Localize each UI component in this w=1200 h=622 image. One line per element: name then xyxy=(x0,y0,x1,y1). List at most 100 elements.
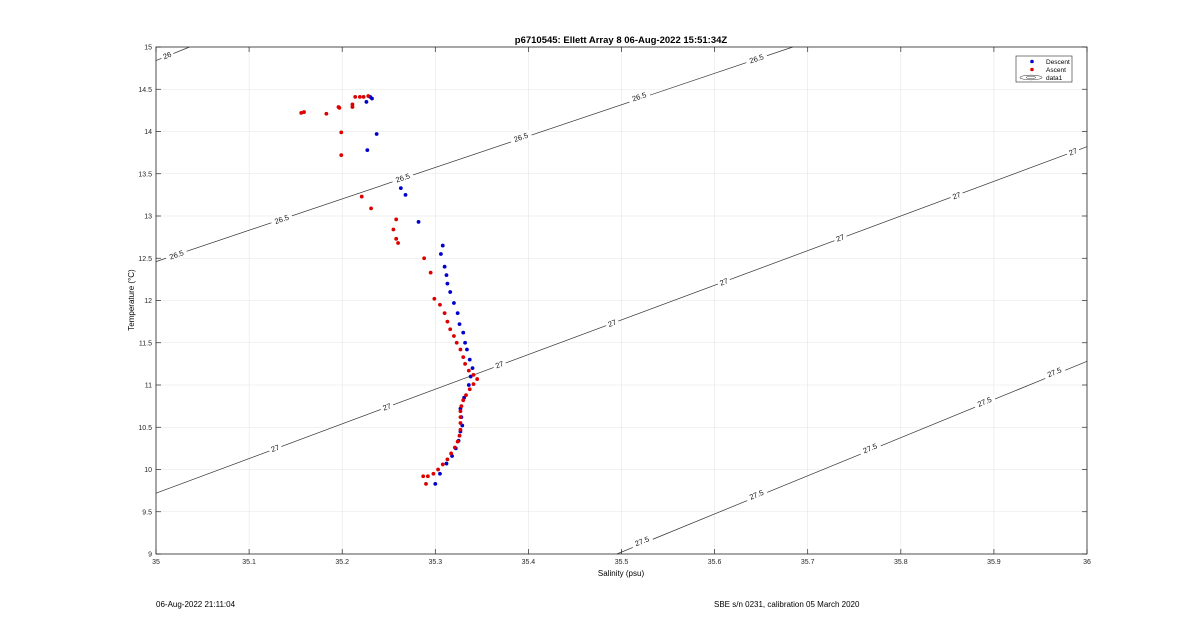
descent-point xyxy=(364,100,369,104)
x-tick-label: 35.6 xyxy=(708,559,722,566)
ascent-point xyxy=(457,433,462,438)
contour-label: 27 xyxy=(491,358,508,372)
ascent-point xyxy=(442,311,447,316)
contour-label-text: 26.5 xyxy=(168,248,185,261)
contour-label-text: 27 xyxy=(494,359,505,370)
contour-label-text: 26 xyxy=(162,50,173,61)
series-ascent xyxy=(299,94,480,486)
ascent-point xyxy=(436,467,440,472)
ascent-point xyxy=(394,217,399,222)
ascent-point xyxy=(448,327,453,332)
y-tick-label: 12 xyxy=(144,298,152,305)
descent-point xyxy=(457,322,462,327)
axis-ticks: 35 35.1 35.2 35.3 35.4 35.5 35.6 35.7 35.8 35.9 36… xyxy=(138,45,1091,567)
legend-marker-ascent xyxy=(1030,67,1034,72)
contour-label: 26.5 xyxy=(627,89,651,105)
ascent-point xyxy=(464,393,468,398)
contour-label-bg xyxy=(972,393,997,411)
ascent-point xyxy=(449,451,454,456)
contour-label-bg xyxy=(379,400,395,414)
ascent-point xyxy=(432,296,437,301)
x-axis-label: Salinity (psu) xyxy=(598,569,645,578)
ascent-point xyxy=(475,377,480,381)
y-tick-label: 10 xyxy=(144,467,152,474)
ascent-point xyxy=(455,439,460,444)
contour-label-bg xyxy=(164,247,189,263)
descent-point xyxy=(398,186,403,191)
descent-point xyxy=(370,96,374,101)
chart-title: p6710545: Ellett Array 8 06-Aug-2022 15:… xyxy=(515,35,728,46)
ascent-point xyxy=(394,236,399,241)
contour-label-text: 26.5 xyxy=(631,90,648,103)
contour-label: 27 xyxy=(949,189,965,203)
descent-point xyxy=(444,273,449,278)
ascent-point xyxy=(302,110,306,114)
ascent-point xyxy=(431,471,436,476)
x-tick-label: 36 xyxy=(1083,559,1091,566)
ascent-point xyxy=(466,368,471,373)
ascent-point xyxy=(445,457,450,462)
descent-point xyxy=(416,220,421,224)
legend-label-descent: Descent xyxy=(1046,59,1070,66)
ascent-point xyxy=(361,94,366,99)
legend[interactable]: Descent Ascent data1 xyxy=(1015,55,1073,83)
ascent-point xyxy=(471,372,476,377)
ascent-point xyxy=(353,94,358,99)
contour-label: 27 xyxy=(832,231,848,245)
ascent-point xyxy=(467,387,472,392)
ascent-point xyxy=(461,355,466,360)
ascent-point xyxy=(438,302,442,307)
legend-box xyxy=(1015,55,1073,83)
ascent-point xyxy=(471,382,476,387)
density-contours: 26 26.5 26.5 26.5 26.5 26.5 26.5 27 27 27 27 27 27 27… xyxy=(155,46,1088,555)
x-tick-label: 35.2 xyxy=(335,559,349,566)
ascent-point xyxy=(458,427,463,432)
ascent-point xyxy=(359,194,364,199)
contour-label-bg xyxy=(267,441,283,455)
contour-line-27-5 xyxy=(616,361,1088,555)
contour-label-text: 27 xyxy=(270,443,281,454)
ascent-point xyxy=(461,398,466,403)
contour-label: 27.5 xyxy=(1042,364,1067,381)
contour-label-text: 27 xyxy=(718,276,729,287)
x-tick-label: 35.5 xyxy=(615,559,629,566)
contour-label: 27 xyxy=(604,316,620,330)
descent-point xyxy=(438,252,443,256)
ascent-point xyxy=(459,404,464,409)
descent-point xyxy=(440,243,445,248)
ascent-point xyxy=(428,270,433,275)
ascent-point xyxy=(391,227,396,232)
contour-label: 27.5 xyxy=(744,486,769,504)
ascent-point xyxy=(424,481,428,486)
ascent-point xyxy=(422,256,427,261)
ascent-point xyxy=(421,474,426,479)
contour-label-text: 27 xyxy=(951,190,962,201)
y-tick-label: 13 xyxy=(144,214,152,221)
ascent-point xyxy=(458,347,463,352)
descent-point xyxy=(444,461,449,466)
contour-label: 27 xyxy=(267,441,283,455)
contour-label: 26 xyxy=(159,48,175,63)
contour-line-27 xyxy=(155,146,1088,494)
contour-label-bg xyxy=(716,275,732,289)
contour-label: 27 xyxy=(716,275,732,289)
ascent-point xyxy=(458,409,463,414)
descent-point xyxy=(374,132,379,136)
contour-label-bg xyxy=(270,211,294,228)
descent-point xyxy=(433,481,438,486)
ascent-point xyxy=(369,206,373,211)
x-tick-label: 35.8 xyxy=(894,559,908,566)
x-tick-label: 35.4 xyxy=(522,559,536,566)
ascent-point xyxy=(458,421,463,425)
descent-point xyxy=(463,340,467,345)
contour-label-bg xyxy=(627,89,651,105)
contour-label-bg xyxy=(858,440,882,457)
legend-label-data1: data1 xyxy=(1046,75,1063,82)
contour-label-bg xyxy=(744,486,769,504)
data-series xyxy=(299,94,480,486)
ascent-point xyxy=(357,94,362,99)
ascent-point xyxy=(339,153,344,158)
legend-label-ascent: Ascent xyxy=(1046,67,1066,74)
y-tick-label: 13.5 xyxy=(138,171,152,178)
